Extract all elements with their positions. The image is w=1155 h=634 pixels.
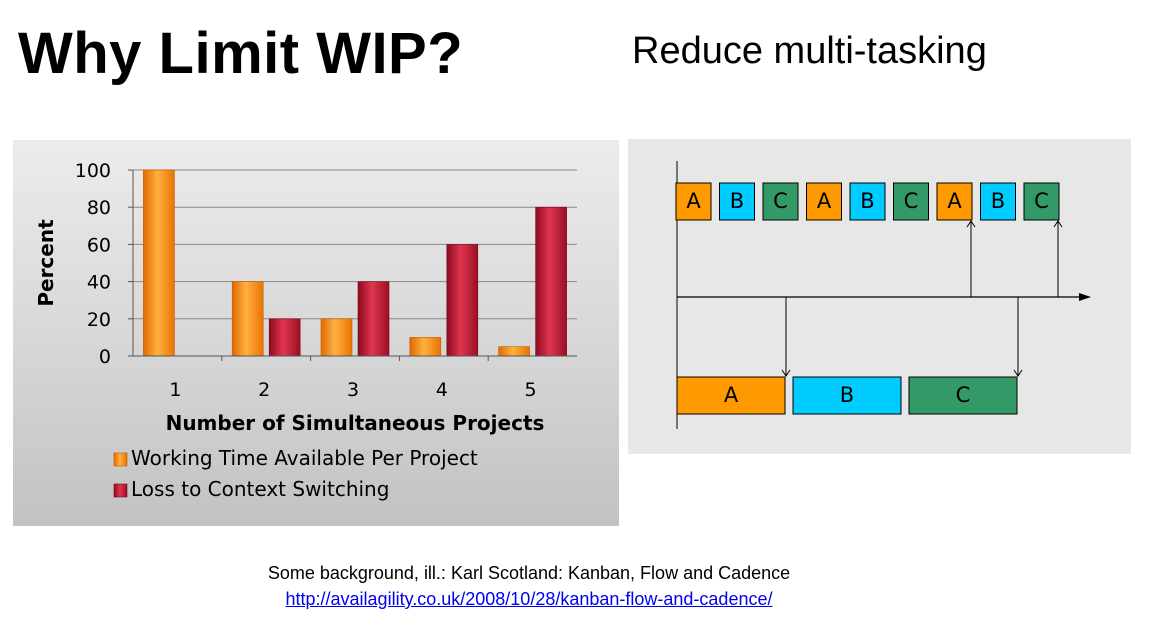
task-label: B — [730, 189, 744, 213]
y-tick-label: 80 — [87, 197, 111, 219]
x-tick-label: 2 — [258, 379, 270, 401]
arrowhead — [1053, 220, 1063, 228]
bar-context-loss — [446, 244, 479, 357]
bar-context-loss — [268, 318, 301, 357]
arrowhead — [781, 369, 791, 377]
footer-attribution: Some background, ill.: Karl Scotland: Ka… — [267, 563, 791, 583]
y-tick-label: 0 — [99, 346, 111, 368]
wip-bar-chart: 0 20 40 60 80 100 1 2 3 4 5 Percent Number of Simu… — [34, 160, 577, 501]
task-box-interleaved — [762, 182, 799, 221]
y-tick-label: 40 — [87, 272, 111, 294]
task-label: A — [817, 189, 832, 213]
task-label: C — [1034, 189, 1049, 213]
task-label: A — [686, 189, 701, 213]
x-axis-label: Number of Simultaneous Projects — [166, 411, 545, 435]
bar-context-loss — [535, 206, 567, 357]
task-box-interleaved — [719, 182, 755, 221]
x-tick-label: 4 — [436, 379, 448, 401]
bar-working-time — [320, 318, 353, 357]
task-box-interleaved — [936, 182, 973, 221]
task-label: B — [840, 383, 854, 407]
task-box-interleaved — [893, 182, 929, 221]
slide-subtitle: Reduce multi-tasking — [632, 30, 987, 72]
task-label: C — [904, 189, 919, 213]
x-tick-label: 5 — [525, 379, 537, 401]
multitasking-diagram: A B C A B C A B C A B C — [675, 161, 1091, 429]
bar-working-time — [409, 337, 442, 357]
bar-working-time — [498, 346, 530, 357]
legend-label: Loss to Context Switching — [131, 477, 389, 501]
task-label: A — [947, 189, 962, 213]
bar-working-time — [231, 281, 264, 357]
arrowhead — [966, 220, 976, 228]
task-box-interleaved — [980, 182, 1016, 221]
y-axis-label: Percent — [34, 219, 58, 307]
task-label: B — [991, 189, 1005, 213]
task-box-interleaved — [675, 182, 712, 221]
legend-label: Working Time Available Per Project — [131, 446, 478, 470]
time-axis-arrowhead — [1079, 293, 1091, 301]
legend-swatch — [113, 452, 128, 467]
source-link[interactable]: http://availagility.co.uk/2008/10/28/kan… — [285, 589, 773, 609]
multitasking-diagram-panel: A B C A B C A B C A B C — [628, 139, 1131, 454]
task-box-sequential — [908, 376, 1018, 415]
y-tick-label: 100 — [75, 160, 111, 182]
task-label: C — [773, 189, 788, 213]
task-box-interleaved — [1023, 182, 1060, 221]
task-box-sequential — [676, 376, 786, 415]
bar-context-loss — [357, 281, 390, 357]
x-tick-label: 3 — [347, 379, 359, 401]
arrowhead — [1013, 369, 1023, 377]
y-tick-label: 60 — [87, 234, 111, 256]
task-box-interleaved — [849, 182, 886, 221]
task-label: C — [956, 383, 971, 407]
task-box-sequential — [792, 376, 902, 415]
slide-title: Why Limit WIP? — [18, 21, 464, 86]
bar-working-time — [143, 169, 175, 357]
legend-swatch — [113, 483, 128, 498]
task-box-interleaved — [806, 182, 842, 221]
chart-panel: 0 20 40 60 80 100 1 2 3 4 5 Percent Number of Simu… — [13, 140, 619, 526]
task-label: B — [860, 189, 874, 213]
y-tick-label: 20 — [87, 309, 111, 331]
x-tick-label: 1 — [169, 379, 181, 401]
task-label: A — [724, 383, 739, 407]
